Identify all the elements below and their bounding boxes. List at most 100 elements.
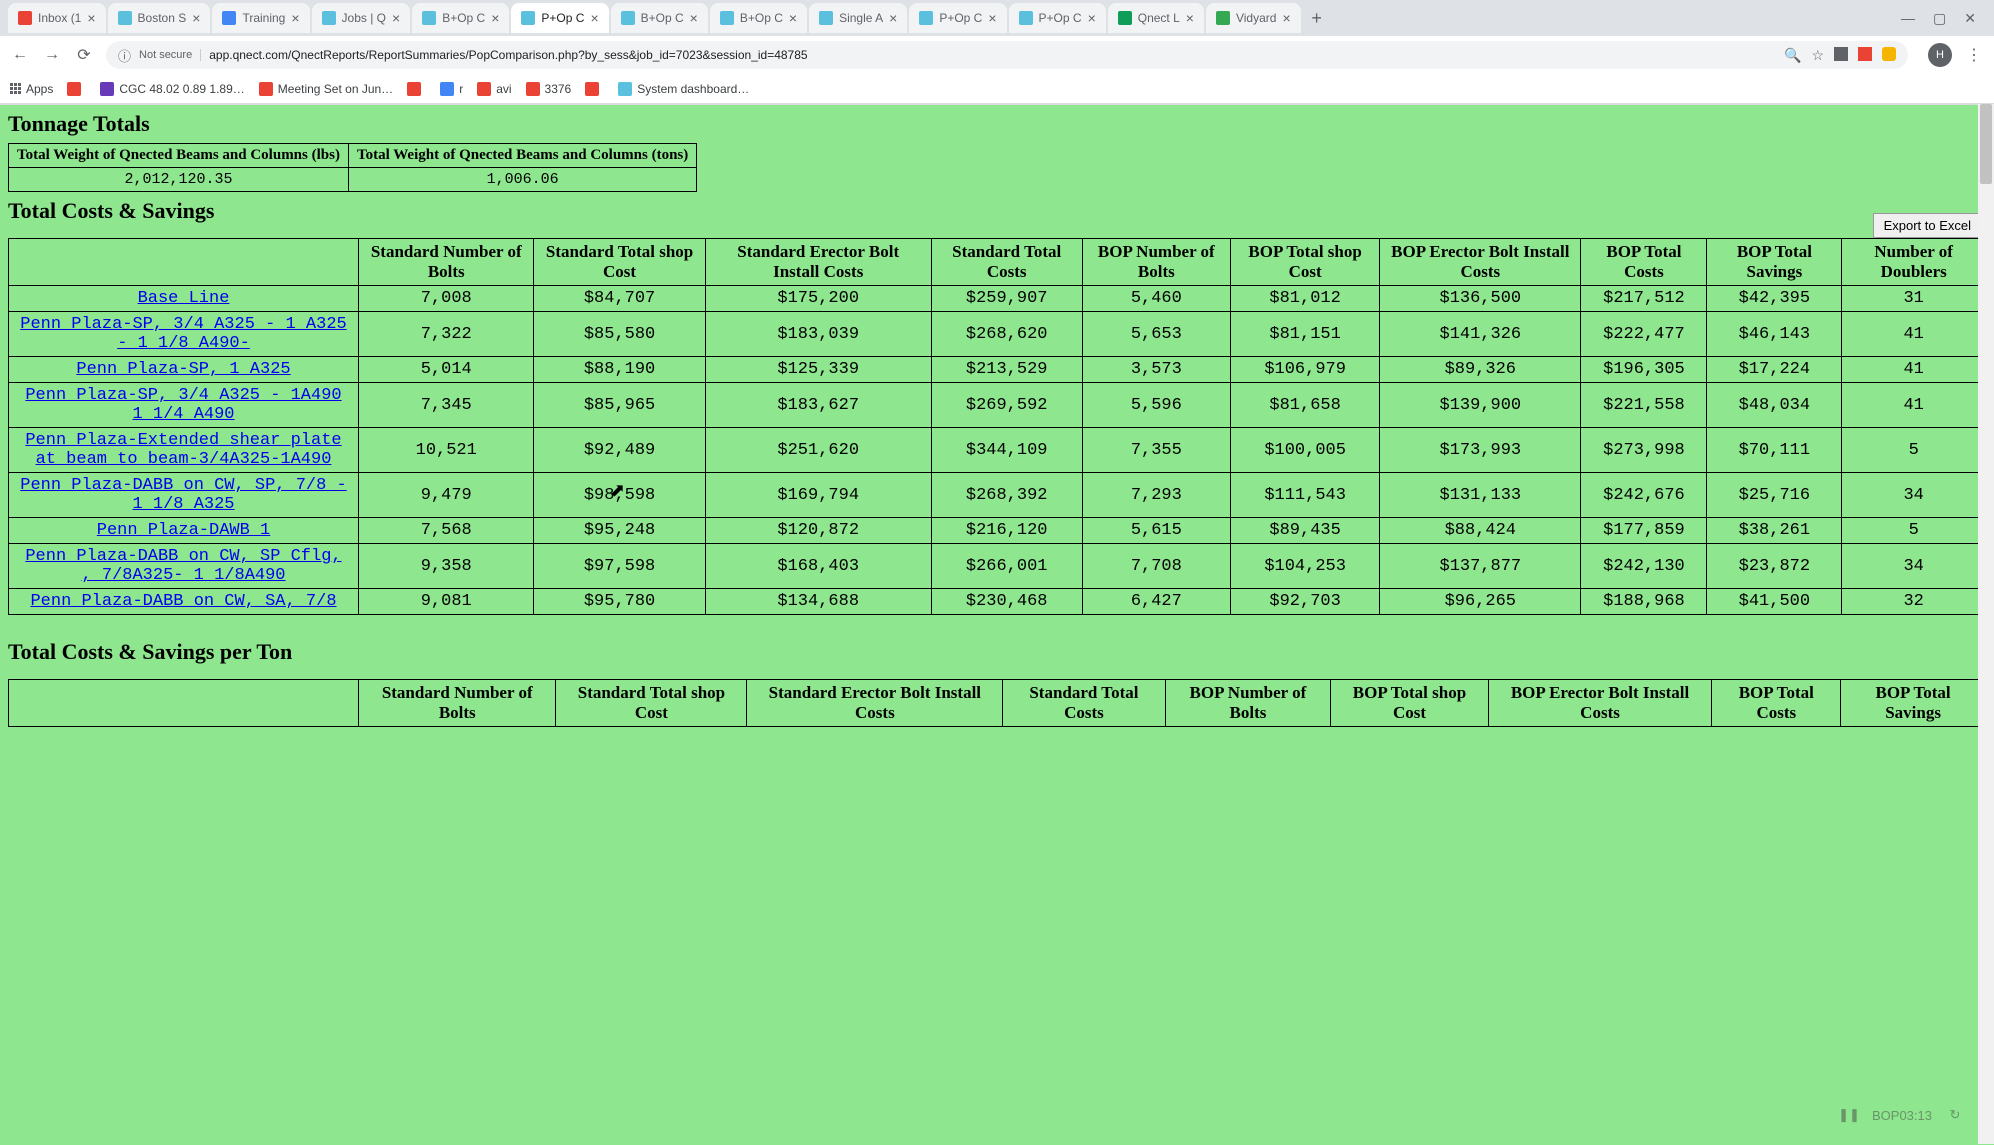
back-button[interactable]: ← bbox=[10, 46, 30, 64]
bookmark-star-icon[interactable]: ☆ bbox=[1811, 47, 1824, 64]
data-cell: $183,627 bbox=[705, 383, 931, 428]
browser-tab[interactable]: P+Op C × bbox=[1009, 3, 1106, 33]
scenario-link[interactable]: Penn Plaza-SP, 3/4 A325 - 1 A325 - 1 1/8… bbox=[20, 315, 346, 353]
browser-tab[interactable]: Single A × bbox=[809, 3, 907, 33]
data-cell: 31 bbox=[1842, 286, 1986, 312]
tab-close-icon[interactable]: × bbox=[889, 10, 897, 26]
data-cell: $183,039 bbox=[705, 312, 931, 357]
browser-chrome: Inbox (1 × Boston S × Training × Jobs | … bbox=[0, 0, 1994, 105]
tab-close-icon[interactable]: × bbox=[590, 10, 598, 26]
tab-close-icon[interactable]: × bbox=[192, 10, 200, 26]
bookmark-item[interactable]: r bbox=[440, 82, 463, 96]
tab-close-icon[interactable]: × bbox=[291, 10, 299, 26]
data-cell: $89,326 bbox=[1380, 357, 1581, 383]
bookmark-apps[interactable]: Apps bbox=[10, 82, 53, 96]
browser-tab[interactable]: B+Op C × bbox=[710, 3, 807, 33]
zoom-icon[interactable]: 🔍 bbox=[1784, 47, 1801, 64]
table-row: Penn Plaza-SP, 3/4 A325 - 1 A325 - 1 1/8… bbox=[9, 312, 1986, 357]
row-label-cell: Penn Plaza-SP, 3/4 A325 - 1A490 1 1/4 A4… bbox=[9, 383, 359, 428]
browser-tab[interactable]: Jobs | Q × bbox=[312, 3, 411, 33]
bookmark-label: avi bbox=[496, 82, 511, 96]
bookmark-item[interactable]: 3376 bbox=[526, 82, 572, 96]
tab-close-icon[interactable]: × bbox=[392, 10, 400, 26]
maximize-button[interactable]: ▢ bbox=[1933, 10, 1946, 27]
forward-button[interactable]: → bbox=[42, 46, 62, 64]
bookmark-item[interactable] bbox=[407, 82, 426, 96]
tab-close-icon[interactable]: × bbox=[988, 10, 996, 26]
bookmark-label: Meeting Set on Jun… bbox=[278, 82, 393, 96]
tab-close-icon[interactable]: × bbox=[491, 10, 499, 26]
browser-tab[interactable]: B+Op C × bbox=[611, 3, 708, 33]
browser-tab[interactable]: P+Op C × bbox=[909, 3, 1006, 33]
data-cell: $221,558 bbox=[1581, 383, 1707, 428]
site-info-icon[interactable]: ⓘ bbox=[118, 46, 131, 65]
tab-close-icon[interactable]: × bbox=[1186, 10, 1194, 26]
close-window-button[interactable]: ✕ bbox=[1964, 10, 1976, 27]
scenario-link[interactable]: Penn Plaza-DABB on CW, SP Cflg, , 7/8A32… bbox=[25, 547, 341, 585]
data-cell: 7,293 bbox=[1082, 473, 1231, 518]
data-cell: $266,001 bbox=[931, 544, 1082, 589]
data-cell: $177,859 bbox=[1581, 518, 1707, 544]
row-label-cell: Penn Plaza-DABB on CW, SP Cflg, , 7/8A32… bbox=[9, 544, 359, 589]
data-cell: $98,598 bbox=[534, 473, 705, 518]
bookmark-favicon-icon bbox=[526, 82, 540, 96]
browser-tab[interactable]: P+Op C × bbox=[511, 3, 608, 33]
extension-icon-3[interactable] bbox=[1882, 47, 1896, 61]
scenario-link[interactable]: Base Line bbox=[138, 289, 230, 308]
data-cell: $137,877 bbox=[1380, 544, 1581, 589]
new-tab-button[interactable]: + bbox=[1303, 4, 1331, 32]
tab-close-icon[interactable]: × bbox=[1282, 10, 1290, 26]
scenario-link[interactable]: Penn Plaza-Extended shear plate at beam … bbox=[25, 431, 341, 469]
data-cell: 10,521 bbox=[359, 428, 534, 473]
costs-column-header: BOP Erector Bolt Install Costs bbox=[1380, 239, 1581, 286]
scenario-link[interactable]: Penn Plaza-SP, 1 A325 bbox=[76, 360, 290, 379]
browser-tab[interactable]: Qnect L × bbox=[1108, 3, 1204, 33]
data-cell: $188,968 bbox=[1581, 589, 1707, 615]
data-cell: $70,111 bbox=[1707, 428, 1842, 473]
tab-close-icon[interactable]: × bbox=[789, 10, 797, 26]
scenario-link[interactable]: Penn Plaza-SP, 3/4 A325 - 1A490 1 1/4 A4… bbox=[25, 386, 341, 424]
url-bar[interactable]: ⓘ Not secure app.qnect.com/QnectReports/… bbox=[106, 41, 1908, 69]
bookmark-item[interactable]: avi bbox=[477, 82, 511, 96]
browser-tab[interactable]: B+Op C × bbox=[412, 3, 509, 33]
data-cell: 41 bbox=[1842, 383, 1986, 428]
bookmark-item[interactable] bbox=[585, 82, 604, 96]
export-to-excel-button[interactable]: Export to Excel bbox=[1873, 213, 1982, 238]
browser-tab[interactable]: Boston S × bbox=[108, 3, 211, 33]
data-cell: $269,592 bbox=[931, 383, 1082, 428]
per-ton-column-header: BOP Number of Bolts bbox=[1165, 680, 1331, 727]
tab-close-icon[interactable]: × bbox=[1088, 10, 1096, 26]
data-cell: $136,500 bbox=[1380, 286, 1581, 312]
data-cell: $97,598 bbox=[534, 544, 705, 589]
costs-column-header: BOP Number of Bolts bbox=[1082, 239, 1231, 286]
vertical-scrollbar[interactable] bbox=[1978, 104, 1994, 1144]
extension-icon-1[interactable] bbox=[1834, 47, 1848, 61]
browser-tab[interactable]: Vidyard × bbox=[1206, 3, 1301, 33]
scrollbar-thumb[interactable] bbox=[1980, 104, 1992, 184]
table-row: Penn Plaza-DAWB 17,568$95,248$120,872$21… bbox=[9, 518, 1986, 544]
profile-avatar[interactable]: H bbox=[1928, 43, 1952, 67]
bookmark-item[interactable]: CGC 48.02 0.89 1.89… bbox=[100, 82, 244, 96]
scenario-link[interactable]: Penn Plaza-DAWB 1 bbox=[97, 521, 270, 540]
scenario-link[interactable]: Penn Plaza-DABB on CW, SP, 7/8 - 1 1/8 A… bbox=[20, 476, 346, 514]
browser-tab[interactable]: Inbox (1 × bbox=[8, 3, 106, 33]
extension-icon-2[interactable] bbox=[1858, 47, 1872, 61]
page-content: Tonnage Totals Total Weight of Qnected B… bbox=[0, 105, 1994, 1145]
browser-tab[interactable]: Training × bbox=[212, 3, 309, 33]
menu-icon[interactable]: ⋮ bbox=[1964, 45, 1984, 65]
reload-button[interactable]: ⟳ bbox=[74, 45, 94, 65]
video-controls-overlay: ❚❚ BOP03:13 ↻ bbox=[1840, 1106, 1964, 1124]
window-controls: — ▢ ✕ bbox=[1901, 10, 1986, 27]
data-cell: $169,794 bbox=[705, 473, 931, 518]
bookmark-item[interactable]: Meeting Set on Jun… bbox=[259, 82, 393, 96]
bookmark-item[interactable] bbox=[67, 82, 86, 96]
minimize-button[interactable]: — bbox=[1901, 10, 1915, 27]
replay-icon[interactable]: ↻ bbox=[1946, 1106, 1964, 1124]
bookmark-item[interactable]: System dashboard… bbox=[618, 82, 749, 96]
tab-close-icon[interactable]: × bbox=[87, 10, 95, 26]
data-cell: 7,322 bbox=[359, 312, 534, 357]
tab-close-icon[interactable]: × bbox=[690, 10, 698, 26]
pause-icon[interactable]: ❚❚ bbox=[1840, 1106, 1858, 1124]
scenario-link[interactable]: Penn Plaza-DABB on CW, SA, 7/8 bbox=[30, 592, 336, 611]
data-cell: 5,460 bbox=[1082, 286, 1231, 312]
